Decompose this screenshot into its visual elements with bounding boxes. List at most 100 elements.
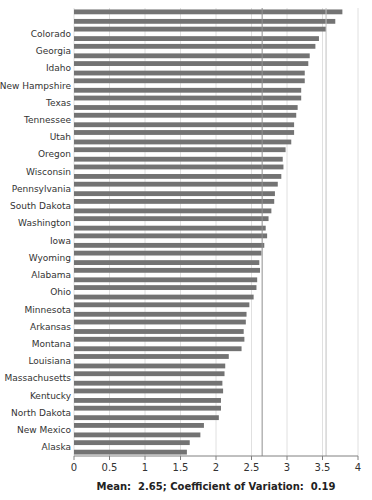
tick xyxy=(109,456,110,460)
x-axis: 0 0.5 1 1.5 2 2.5 3 3.5 4 xyxy=(71,456,361,473)
bar xyxy=(74,423,204,428)
bar xyxy=(74,432,200,437)
category-label: Kentucky xyxy=(30,391,72,401)
category-label: New Mexico xyxy=(17,425,71,435)
bar xyxy=(74,260,259,265)
category-label: Oregon xyxy=(38,149,71,159)
bar xyxy=(74,36,319,41)
tick xyxy=(74,456,75,460)
bar xyxy=(74,61,308,66)
grid-line xyxy=(358,8,359,456)
tick xyxy=(322,456,323,460)
category-label: Utah xyxy=(50,132,71,142)
tick xyxy=(358,456,359,460)
bar xyxy=(74,199,274,204)
tick-label: 4 xyxy=(355,462,361,473)
bar xyxy=(74,415,219,420)
category-label: New Hampshire xyxy=(0,81,71,91)
bar xyxy=(74,302,249,307)
category-label: Wisconsin xyxy=(26,167,71,177)
bar xyxy=(74,71,305,76)
chart: 0 0.5 1 1.5 2 2.5 3 3.5 4 Mean: 2.65; Coefficient… xyxy=(0,0,372,500)
bar xyxy=(74,174,281,179)
bar xyxy=(74,364,225,369)
category-label: North Dakota xyxy=(11,408,71,418)
bar xyxy=(74,88,301,93)
mean-line xyxy=(262,8,263,456)
bar xyxy=(74,191,275,196)
category-label: Tennessee xyxy=(23,115,71,125)
bar xyxy=(74,147,286,152)
grid xyxy=(74,8,358,456)
bar xyxy=(74,113,296,118)
tick xyxy=(145,456,146,460)
bar xyxy=(74,27,326,32)
bar xyxy=(74,251,261,256)
tick xyxy=(216,456,217,460)
bar xyxy=(74,243,264,248)
category-label: South Dakota xyxy=(10,201,71,211)
bar xyxy=(74,354,229,359)
category-label: Montana xyxy=(32,339,71,349)
tick-label: 2.5 xyxy=(244,462,260,473)
bar xyxy=(74,233,267,238)
bar xyxy=(74,398,221,403)
category-label: Pennsylvania xyxy=(12,184,71,194)
bar xyxy=(74,406,221,411)
reference-line xyxy=(326,8,327,456)
category-label: Massachusetts xyxy=(4,373,71,383)
tick-label: 3.5 xyxy=(315,462,331,473)
bar xyxy=(74,78,305,83)
bar xyxy=(74,277,257,282)
y-axis: ColoradoGeorgiaIdahoNew HampshireTexasTe… xyxy=(0,29,72,453)
bar xyxy=(74,381,222,386)
bar xyxy=(74,268,260,273)
tick xyxy=(180,456,181,460)
axis-label: Mean: 2.65; Coefficient of Variation: 0.… xyxy=(97,481,336,492)
bar xyxy=(74,337,244,342)
category-label: Minnesota xyxy=(25,305,71,315)
bar xyxy=(74,130,294,135)
category-label: Washington xyxy=(18,218,71,228)
bar xyxy=(74,389,223,394)
tick-label: 1.5 xyxy=(173,462,189,473)
bar xyxy=(74,295,254,300)
bar xyxy=(74,105,298,110)
grid-line xyxy=(322,8,323,456)
bar xyxy=(74,329,244,334)
bar xyxy=(74,208,271,213)
bar xyxy=(74,320,246,325)
category-label: Arkansas xyxy=(30,322,71,332)
bar xyxy=(74,371,225,376)
category-label: Colorado xyxy=(31,29,72,39)
category-label: Louisiana xyxy=(29,356,72,366)
bar xyxy=(74,182,278,187)
bar xyxy=(74,122,294,127)
tick-label: 2 xyxy=(213,462,219,473)
bar xyxy=(74,19,335,24)
bar xyxy=(74,440,190,445)
category-label: Wyoming xyxy=(29,253,71,263)
category-label: Alabama xyxy=(31,270,71,280)
bar xyxy=(74,157,283,162)
bar xyxy=(74,450,187,455)
tick xyxy=(287,456,288,460)
category-label: Idaho xyxy=(46,63,72,73)
tick xyxy=(251,456,252,460)
category-label: Texas xyxy=(45,98,71,108)
bar xyxy=(74,165,283,170)
bar xyxy=(74,53,310,58)
bar xyxy=(74,44,315,49)
bars xyxy=(74,9,342,454)
category-label: Alaska xyxy=(42,442,71,452)
tick-label: 0.5 xyxy=(102,462,118,473)
bar xyxy=(74,226,266,231)
bar xyxy=(74,285,256,290)
bar xyxy=(74,140,291,145)
bar xyxy=(74,346,242,351)
tick-label: 0 xyxy=(71,462,77,473)
bar xyxy=(74,216,269,221)
tick-label: 3 xyxy=(284,462,290,473)
tick-label: 1 xyxy=(142,462,148,473)
bar xyxy=(74,312,247,317)
